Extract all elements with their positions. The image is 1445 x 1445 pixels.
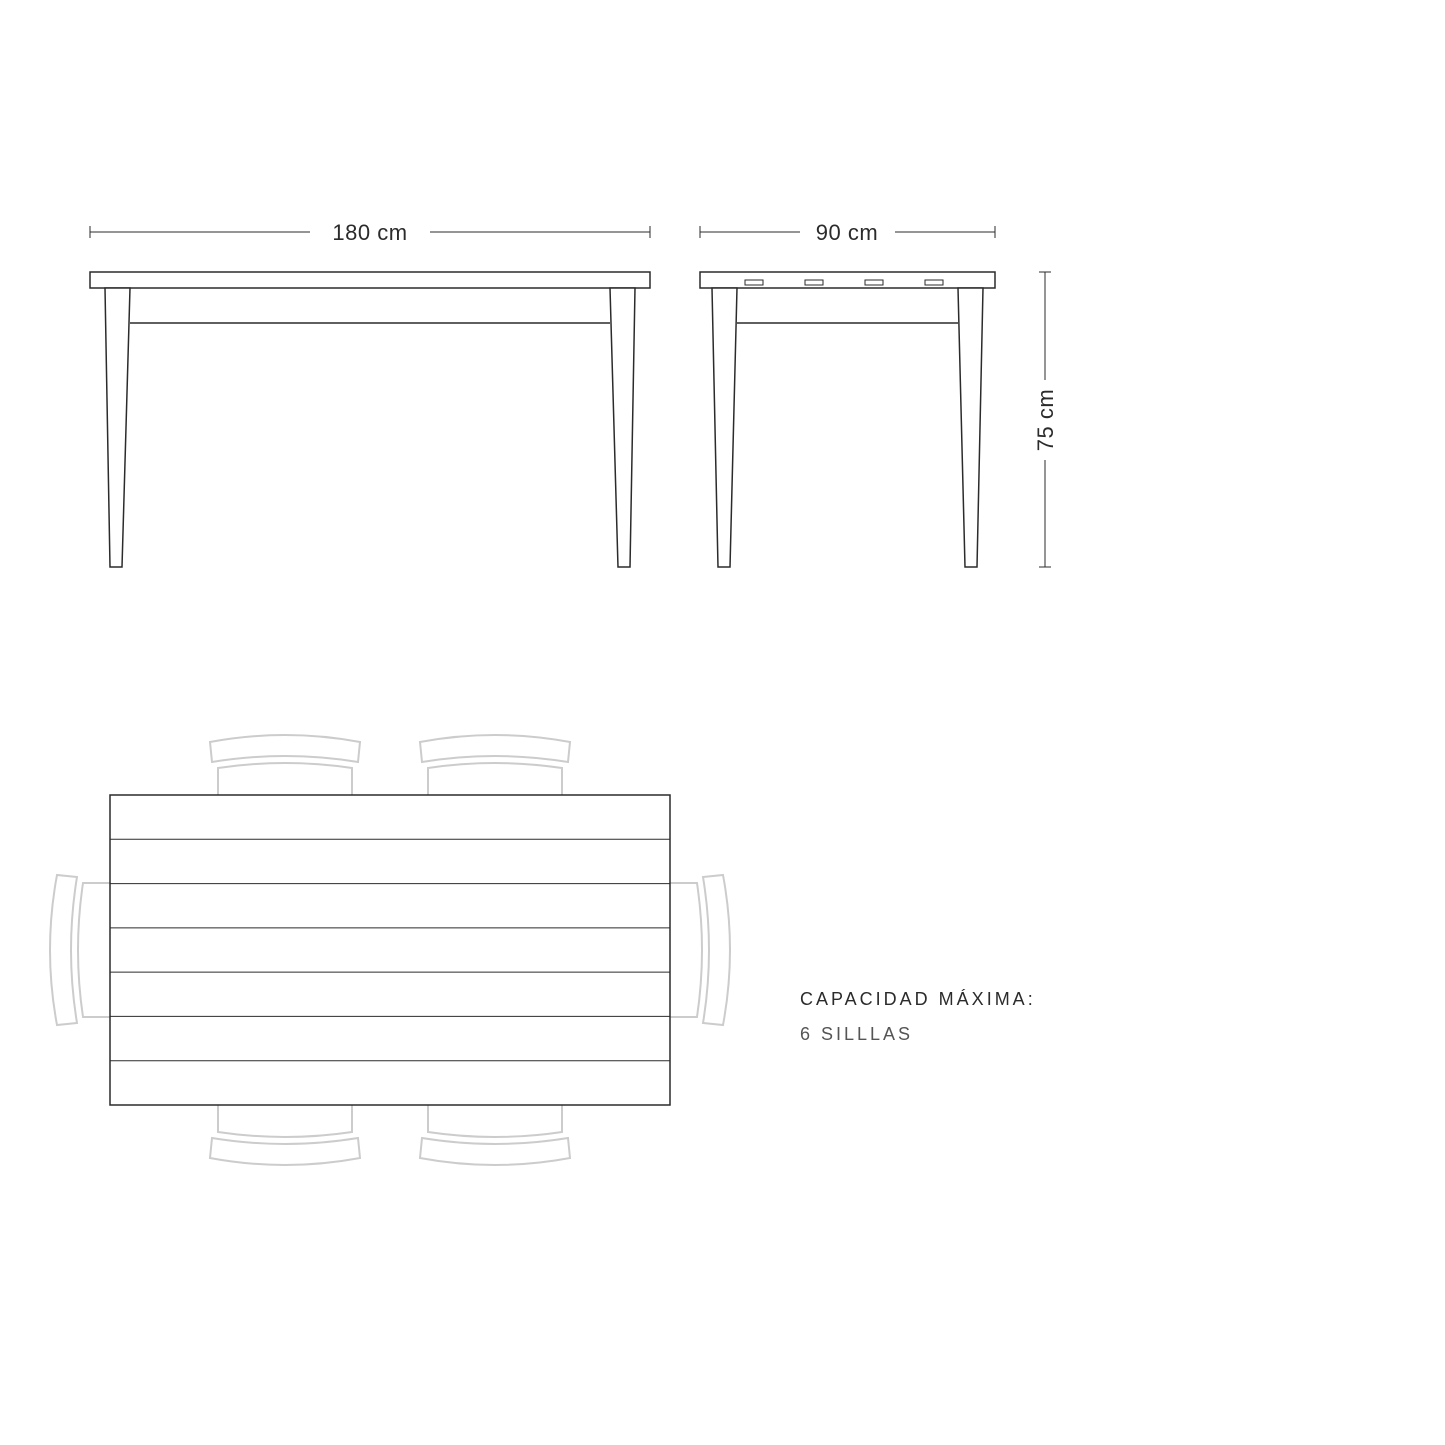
depth-label: 90 cm [816, 220, 878, 245]
table-front-view [90, 272, 650, 567]
table-top-view [50, 735, 730, 1165]
capacity-value: 6 SILLLAS [800, 1024, 913, 1044]
table-side-view [700, 272, 995, 567]
width-label: 180 cm [332, 220, 407, 245]
dimension-width: 180 cm [90, 220, 650, 245]
capacity-title: CAPACIDAD MÁXIMA: [800, 989, 1036, 1009]
height-label: 75 cm [1033, 389, 1058, 451]
capacity-block: CAPACIDAD MÁXIMA: 6 SILLLAS [800, 989, 1036, 1044]
dimension-depth: 90 cm [700, 220, 995, 245]
dimension-height: 75 cm [1033, 272, 1058, 567]
